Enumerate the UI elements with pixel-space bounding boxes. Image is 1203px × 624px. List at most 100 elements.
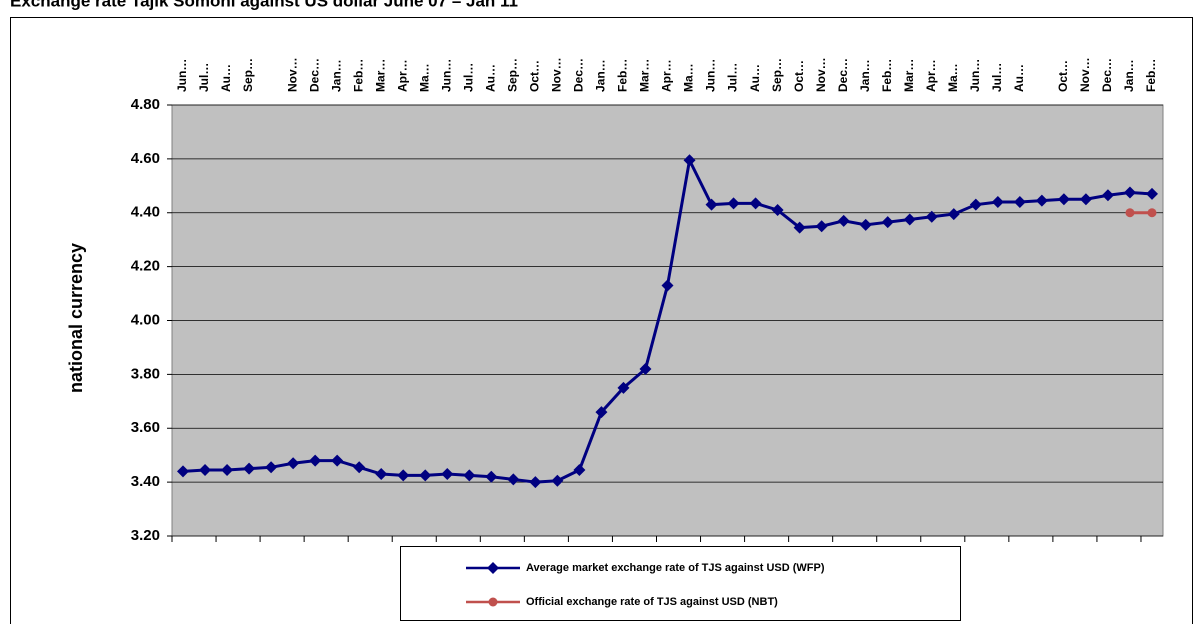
chart-title: Exchange rate Tajik Somoni against US do… [10,0,518,10]
data-point [485,470,498,483]
data-point [793,221,806,234]
x-tick-label: Oct… [1056,60,1070,92]
x-tick-label: Au… [219,64,233,92]
x-tick-label: Sep… [506,58,520,92]
data-point [463,469,476,482]
data-point [617,381,630,394]
x-tick-label: Apr… [395,59,409,92]
y-tick-label: 4.60 [131,150,160,167]
data-point [903,213,916,226]
data-point [881,216,894,229]
data-point [859,218,872,231]
x-tick-label: Apr… [924,59,938,92]
x-tick-label: Nov… [1078,57,1092,92]
x-tick-label: Sep… [770,58,784,92]
data-point [177,465,190,478]
x-tick-label: Au… [1012,64,1026,92]
x-tick-label: Dec… [572,58,586,92]
x-tick-label: Nov… [550,57,564,92]
x-tick-label: Jul… [461,63,475,92]
x-tick-label: Oct… [792,60,806,92]
x-tick-label: Sep… [241,58,255,92]
x-tick-label: Jun… [968,59,982,92]
y-tick-label: 3.80 [131,365,160,382]
y-tick-label: 4.00 [131,311,160,328]
y-tick-label: 4.80 [131,96,160,113]
data-point [1123,186,1136,199]
x-tick-label: Jun… [175,59,189,92]
x-tick-label: Nov… [814,57,828,92]
x-tick-label: Jul… [726,63,740,92]
y-tick-label: 3.60 [131,419,160,436]
data-point [1145,187,1158,200]
x-tick-label: Ma… [417,63,431,92]
data-point [991,195,1004,208]
x-tick-label: Dec… [307,58,321,92]
data-point [1147,208,1157,218]
x-tick-label: Apr… [660,59,674,92]
data-point [815,220,828,233]
x-tick-label: Jul… [197,63,211,92]
data-point [969,198,982,211]
data-point [639,362,652,375]
legend-marker [488,597,498,607]
data-point [1013,195,1026,208]
data-point [947,208,960,221]
x-tick-label: Feb… [1144,59,1158,92]
legend [400,546,961,621]
x-tick-label: Ma… [946,63,960,92]
data-point [419,469,432,482]
x-tick-label: Jan… [858,59,872,92]
data-point [221,464,234,477]
y-tick-label: 3.40 [131,473,160,490]
data-point [1035,194,1048,207]
x-tick-label: Nov… [285,57,299,92]
x-tick-label: Mar… [638,59,652,92]
data-point [925,210,938,223]
y-axis-label: national currency [66,243,86,393]
x-tick-label: Ma… [682,63,696,92]
y-tick-label: 4.40 [131,204,160,221]
data-point [551,474,564,487]
data-point [749,197,762,210]
legend-label: Average market exchange rate of TJS agai… [526,562,825,574]
data-point [683,154,696,167]
x-tick-label: Jul… [990,63,1004,92]
x-tick-label: Dec… [1100,58,1114,92]
data-point [1079,193,1092,206]
data-point [353,461,366,474]
legend-marker [487,562,499,574]
data-point [1057,193,1070,206]
data-point [771,204,784,217]
data-point [529,476,542,489]
x-tick-label: Jun… [704,59,718,92]
data-point [837,214,850,227]
data-point [441,468,454,481]
data-point [595,406,608,419]
x-tick-label: Jan… [1122,59,1136,92]
x-tick-label: Mar… [902,59,916,92]
data-point [1125,208,1135,218]
y-tick-label: 3.20 [131,527,160,544]
x-tick-label: Jun… [439,59,453,92]
data-point [309,454,322,467]
data-point [705,198,718,211]
x-tick-label: Feb… [880,59,894,92]
data-point [727,197,740,210]
data-point [287,457,300,470]
data-point [243,462,256,475]
data-point [507,473,520,486]
x-tick-label: Mar… [373,59,387,92]
data-point [331,454,344,467]
x-tick-label: Oct… [528,60,542,92]
x-tick-label: Au… [748,64,762,92]
data-point [375,468,388,481]
y-tick-label: 4.20 [131,258,160,275]
data-point [265,461,278,474]
data-point [397,469,410,482]
x-tick-label: Jan… [329,59,343,92]
x-tick-label: Feb… [351,59,365,92]
data-point [661,279,674,292]
x-tick-label: Au… [483,64,497,92]
